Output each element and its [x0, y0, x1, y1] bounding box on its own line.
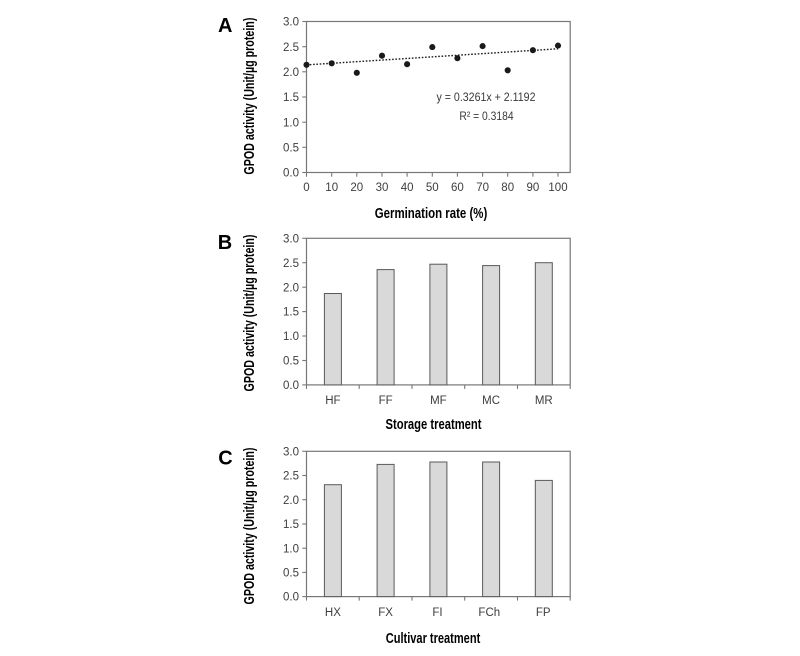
- svg-text:0.0: 0.0: [283, 380, 299, 392]
- svg-text:FF: FF: [379, 395, 393, 407]
- svg-text:GPOD activity (Unit/µg protein: GPOD activity (Unit/µg protein): [242, 17, 258, 174]
- svg-text:FX: FX: [378, 607, 393, 619]
- svg-text:Storage treatment: Storage treatment: [386, 417, 482, 433]
- svg-text:Cultivar treatment: Cultivar treatment: [386, 631, 481, 647]
- svg-text:0: 0: [303, 182, 309, 194]
- svg-text:FP: FP: [536, 607, 551, 619]
- svg-text:FI: FI: [432, 607, 442, 619]
- svg-text:1.0: 1.0: [283, 331, 299, 343]
- svg-text:2.5: 2.5: [283, 471, 299, 483]
- svg-text:2.0: 2.0: [283, 495, 299, 507]
- svg-text:1.5: 1.5: [283, 519, 299, 531]
- svg-text:2.0: 2.0: [283, 282, 299, 294]
- svg-text:GPOD activity (Unit/µg protein: GPOD activity (Unit/µg protein): [242, 447, 258, 604]
- svg-text:MF: MF: [430, 395, 447, 407]
- svg-text:MC: MC: [482, 395, 500, 407]
- svg-text:0.5: 0.5: [283, 142, 299, 154]
- svg-text:80: 80: [501, 182, 514, 194]
- svg-text:B: B: [218, 232, 232, 254]
- svg-text:A: A: [218, 15, 232, 37]
- svg-text:3.0: 3.0: [283, 17, 299, 29]
- svg-text:FCh: FCh: [478, 607, 500, 619]
- svg-text:2.5: 2.5: [283, 42, 299, 54]
- svg-text:10: 10: [325, 182, 338, 194]
- svg-text:30: 30: [376, 182, 389, 194]
- svg-text:1.0: 1.0: [283, 543, 299, 555]
- svg-text:2.5: 2.5: [283, 258, 299, 270]
- svg-text:2.0: 2.0: [283, 67, 299, 79]
- svg-text:Germination rate (%): Germination rate (%): [375, 206, 488, 222]
- svg-text:100: 100: [548, 182, 567, 194]
- svg-text:MR: MR: [535, 395, 553, 407]
- svg-text:1.5: 1.5: [283, 92, 299, 104]
- svg-text:C: C: [218, 447, 232, 469]
- svg-text:GPOD activity (Unit/µg protein: GPOD activity (Unit/µg protein): [242, 234, 258, 391]
- svg-text:60: 60: [451, 182, 464, 194]
- svg-text:1.5: 1.5: [283, 307, 299, 319]
- svg-text:0.5: 0.5: [283, 568, 299, 580]
- svg-text:3.0: 3.0: [283, 446, 299, 458]
- svg-text:y = 0.3261x + 2.1192: y = 0.3261x + 2.1192: [437, 90, 536, 104]
- svg-text:90: 90: [527, 182, 540, 194]
- svg-text:20: 20: [350, 182, 363, 194]
- svg-text:3.0: 3.0: [283, 233, 299, 245]
- svg-text:HX: HX: [325, 607, 341, 619]
- svg-text:1.0: 1.0: [283, 117, 299, 129]
- svg-text:50: 50: [426, 182, 439, 194]
- svg-text:HF: HF: [325, 395, 340, 407]
- svg-text:0.0: 0.0: [283, 592, 299, 604]
- svg-text:40: 40: [401, 182, 414, 194]
- svg-text:R² = 0.3184: R² = 0.3184: [459, 109, 513, 123]
- svg-text:0.5: 0.5: [283, 356, 299, 368]
- svg-text:0.0: 0.0: [283, 168, 299, 180]
- svg-text:70: 70: [476, 182, 489, 194]
